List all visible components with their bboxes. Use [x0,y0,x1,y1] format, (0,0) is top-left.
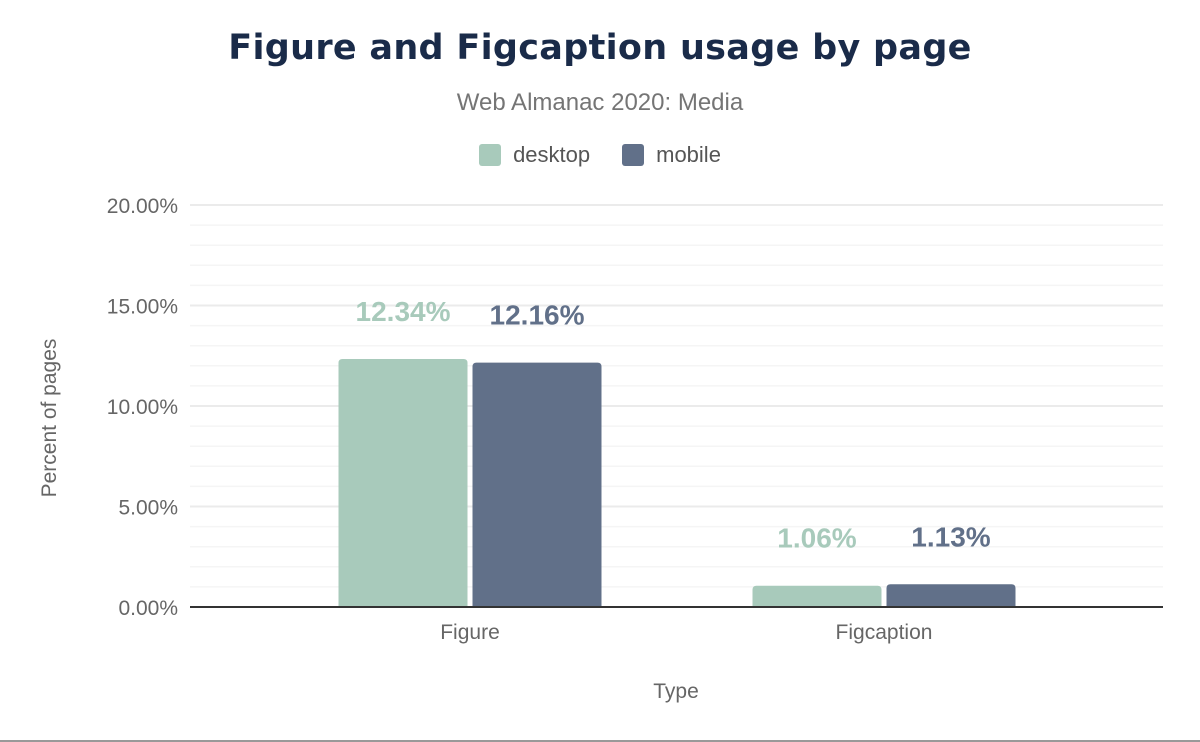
y-tick-label: 15.00% [107,296,178,319]
legend-label-desktop: desktop [513,142,591,167]
legend: desktop mobile [0,142,1200,168]
chart-title: Figure and Figcaption usage by page [228,28,972,68]
y-tick-label: 10.00% [107,396,178,419]
x-tick-label: Figure [440,621,500,644]
bar-mobile-figure [472,362,602,607]
x-axis-title: Type [653,680,699,703]
data-label-mobile: 12.16% [490,300,585,331]
y-axis-title: Percent of pages [38,339,61,498]
divider [0,740,1200,742]
legend-item-desktop[interactable]: desktop [479,142,590,168]
legend-swatch-mobile [622,144,645,166]
data-label-desktop: 12.34% [356,296,451,327]
y-tick-label: 0.00% [118,597,178,620]
y-tick-label: 5.00% [118,497,178,520]
bar-desktop-figure [338,358,468,607]
x-tick-label: Figcaption [836,621,933,644]
y-tick-label: 20.00% [107,195,178,218]
data-label-mobile: 1.13% [911,521,990,552]
bar-mobile-figcaption [886,584,1016,607]
chart-subtitle: Web Almanac 2020: Media [456,89,744,116]
legend-label-mobile: mobile [656,142,721,167]
legend-swatch-desktop [479,144,502,166]
data-label-desktop: 1.06% [777,523,856,554]
bar-desktop-figcaption [752,585,882,607]
legend-item-mobile[interactable]: mobile [622,142,721,168]
